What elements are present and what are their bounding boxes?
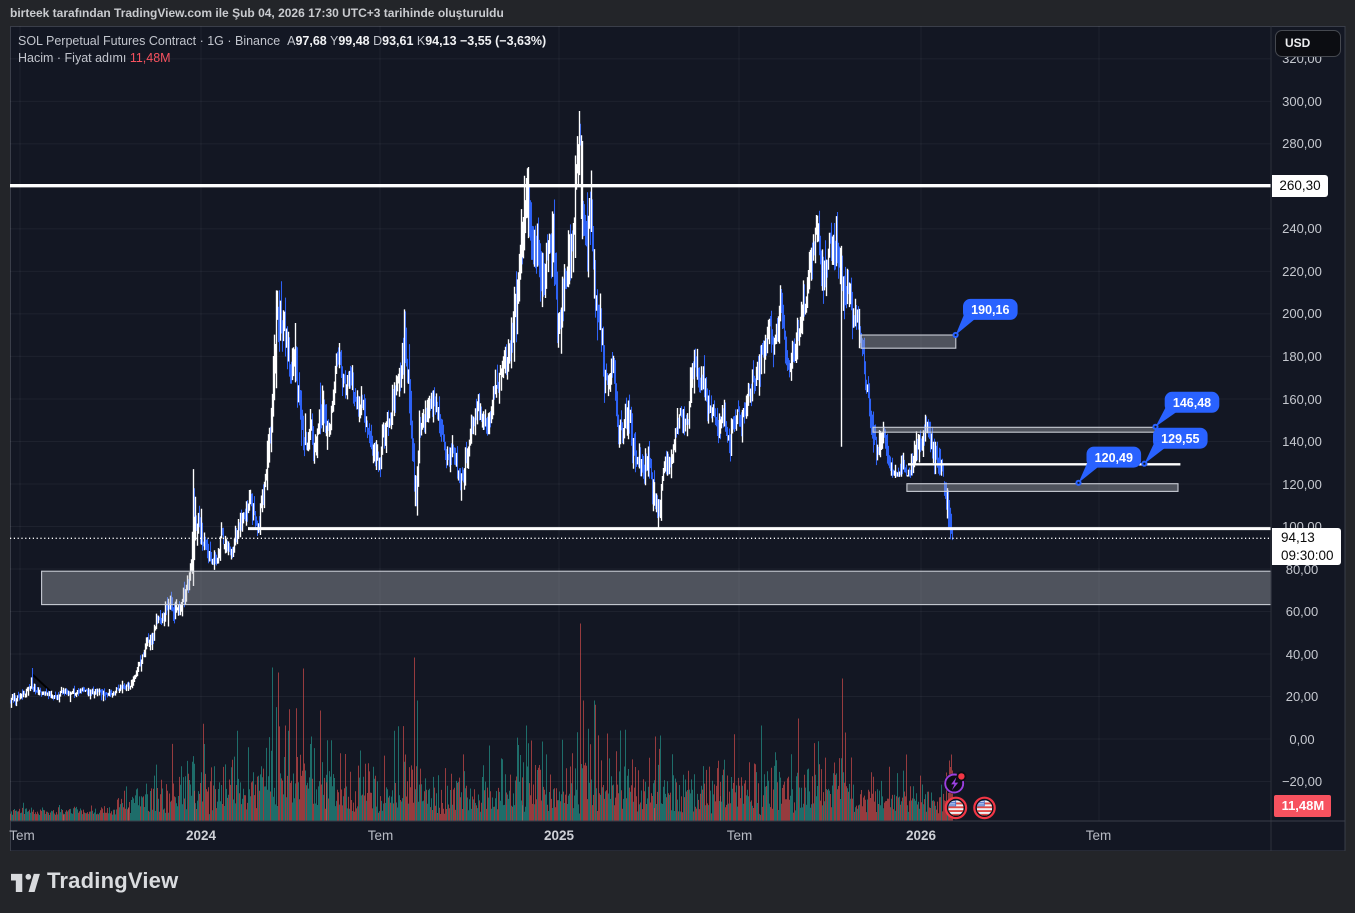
svg-text:190,16: 190,16 [971, 303, 1009, 317]
svg-text:129,55: 129,55 [1161, 432, 1199, 446]
svg-text:146,48: 146,48 [1173, 396, 1211, 410]
svg-text:120,49: 120,49 [1095, 451, 1133, 465]
